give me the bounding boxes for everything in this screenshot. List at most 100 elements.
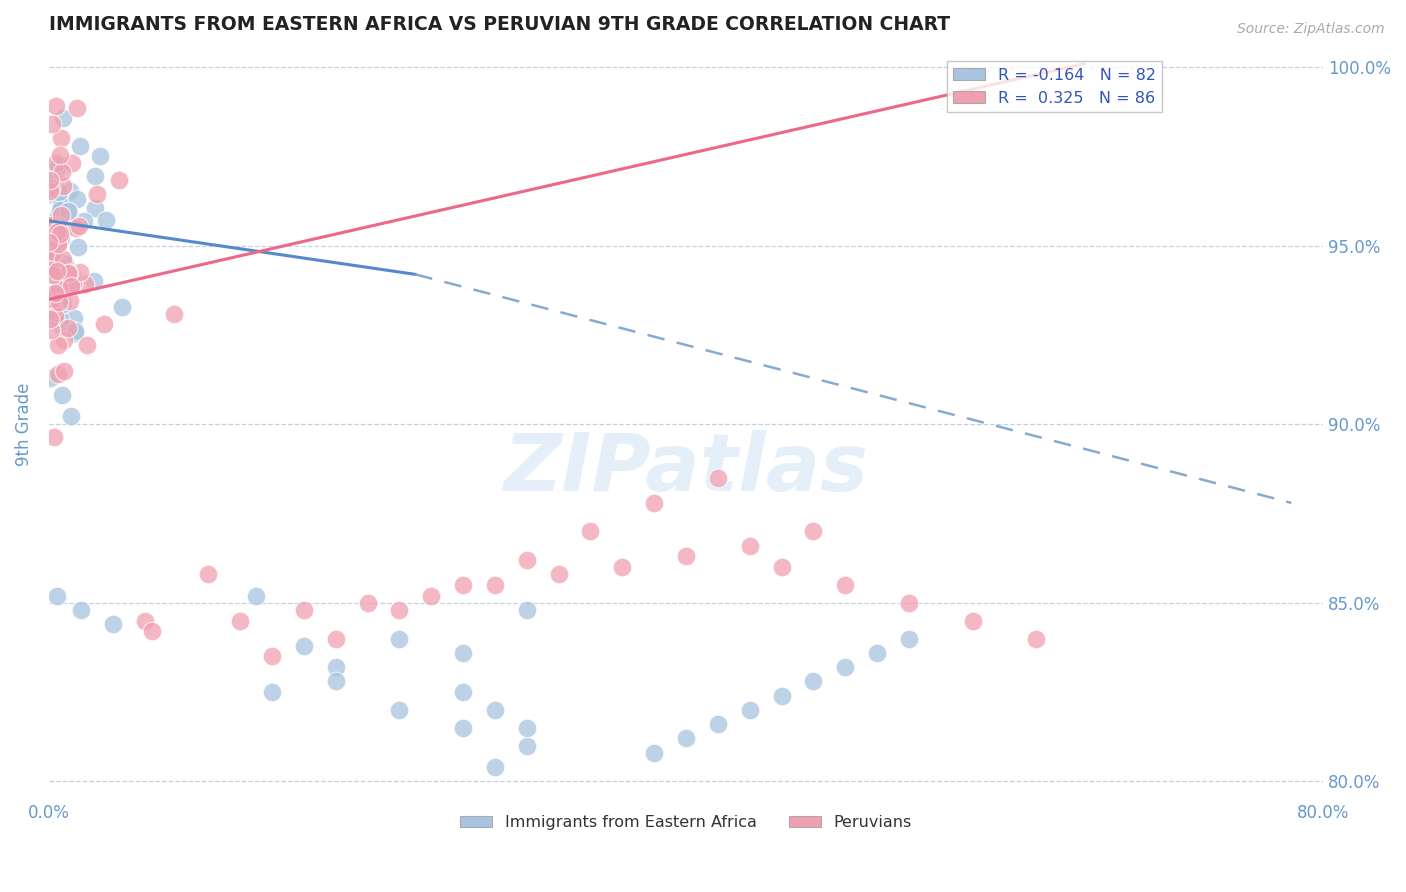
Point — [65, 326, 87, 340]
Point — [643, 746, 665, 760]
Point — [39, 323, 62, 337]
Point — [451, 646, 474, 660]
Point — [48, 338, 70, 352]
Point — [51, 319, 73, 334]
Point — [46, 229, 69, 244]
Point — [49, 197, 72, 211]
Point — [738, 703, 761, 717]
Point — [420, 589, 443, 603]
Point — [42, 303, 65, 318]
Point — [42, 249, 65, 263]
Text: IMMIGRANTS FROM EASTERN AFRICA VS PERUVIAN 9TH GRADE CORRELATION CHART: IMMIGRANTS FROM EASTERN AFRICA VS PERUVI… — [49, 15, 950, 34]
Point — [44, 189, 66, 203]
Point — [866, 646, 889, 660]
Point — [898, 596, 921, 610]
Point — [49, 231, 72, 245]
Point — [547, 567, 569, 582]
Point — [834, 578, 856, 592]
Point — [44, 286, 66, 301]
Point — [73, 214, 96, 228]
Point — [46, 237, 69, 252]
Point — [451, 578, 474, 592]
Point — [76, 337, 98, 351]
Point — [83, 169, 105, 183]
Point — [39, 263, 62, 277]
Point — [245, 589, 267, 603]
Point — [59, 294, 82, 309]
Point — [48, 294, 70, 309]
Point — [42, 218, 65, 232]
Point — [388, 603, 411, 617]
Point — [93, 317, 115, 331]
Point — [49, 312, 72, 326]
Point — [803, 524, 825, 539]
Point — [39, 181, 62, 195]
Point — [39, 371, 62, 385]
Point — [41, 235, 63, 249]
Point — [51, 194, 73, 208]
Point — [770, 560, 793, 574]
Point — [962, 614, 984, 628]
Point — [484, 578, 506, 592]
Point — [770, 689, 793, 703]
Point — [48, 219, 70, 234]
Point — [48, 202, 70, 217]
Point — [292, 639, 315, 653]
Point — [75, 277, 97, 291]
Point — [56, 321, 79, 335]
Point — [62, 276, 84, 290]
Point — [66, 101, 89, 115]
Point — [45, 589, 67, 603]
Point — [42, 268, 65, 282]
Point — [51, 130, 73, 145]
Point — [55, 282, 77, 296]
Point — [516, 553, 538, 567]
Point — [69, 139, 91, 153]
Point — [59, 278, 82, 293]
Point — [58, 266, 80, 280]
Point — [46, 367, 69, 381]
Point — [52, 364, 75, 378]
Point — [41, 116, 63, 130]
Point — [38, 251, 60, 265]
Point — [516, 721, 538, 735]
Point — [52, 333, 75, 347]
Point — [42, 257, 65, 271]
Point — [643, 496, 665, 510]
Point — [41, 265, 63, 279]
Point — [60, 156, 83, 170]
Point — [45, 225, 67, 239]
Point — [48, 284, 70, 298]
Point — [44, 244, 66, 258]
Point — [325, 674, 347, 689]
Point — [612, 560, 634, 574]
Point — [141, 624, 163, 639]
Point — [49, 227, 72, 241]
Point — [46, 237, 69, 252]
Point — [675, 549, 697, 564]
Point — [44, 309, 66, 323]
Point — [39, 304, 62, 318]
Text: Source: ZipAtlas.com: Source: ZipAtlas.com — [1237, 22, 1385, 37]
Point — [484, 703, 506, 717]
Point — [260, 685, 283, 699]
Point — [108, 173, 131, 187]
Point — [42, 245, 65, 260]
Point — [51, 165, 73, 179]
Point — [83, 274, 105, 288]
Point — [52, 268, 75, 282]
Point — [52, 297, 75, 311]
Point — [45, 233, 67, 247]
Point — [292, 603, 315, 617]
Legend: Immigrants from Eastern Africa, Peruvians: Immigrants from Eastern Africa, Peruvian… — [454, 808, 918, 836]
Point — [675, 731, 697, 746]
Point — [46, 209, 69, 223]
Point — [738, 539, 761, 553]
Point — [49, 317, 72, 331]
Point — [48, 281, 70, 295]
Point — [49, 194, 72, 208]
Text: ZIPatlas: ZIPatlas — [503, 430, 869, 508]
Point — [42, 268, 65, 282]
Y-axis label: 9th Grade: 9th Grade — [15, 383, 32, 466]
Point — [52, 252, 75, 266]
